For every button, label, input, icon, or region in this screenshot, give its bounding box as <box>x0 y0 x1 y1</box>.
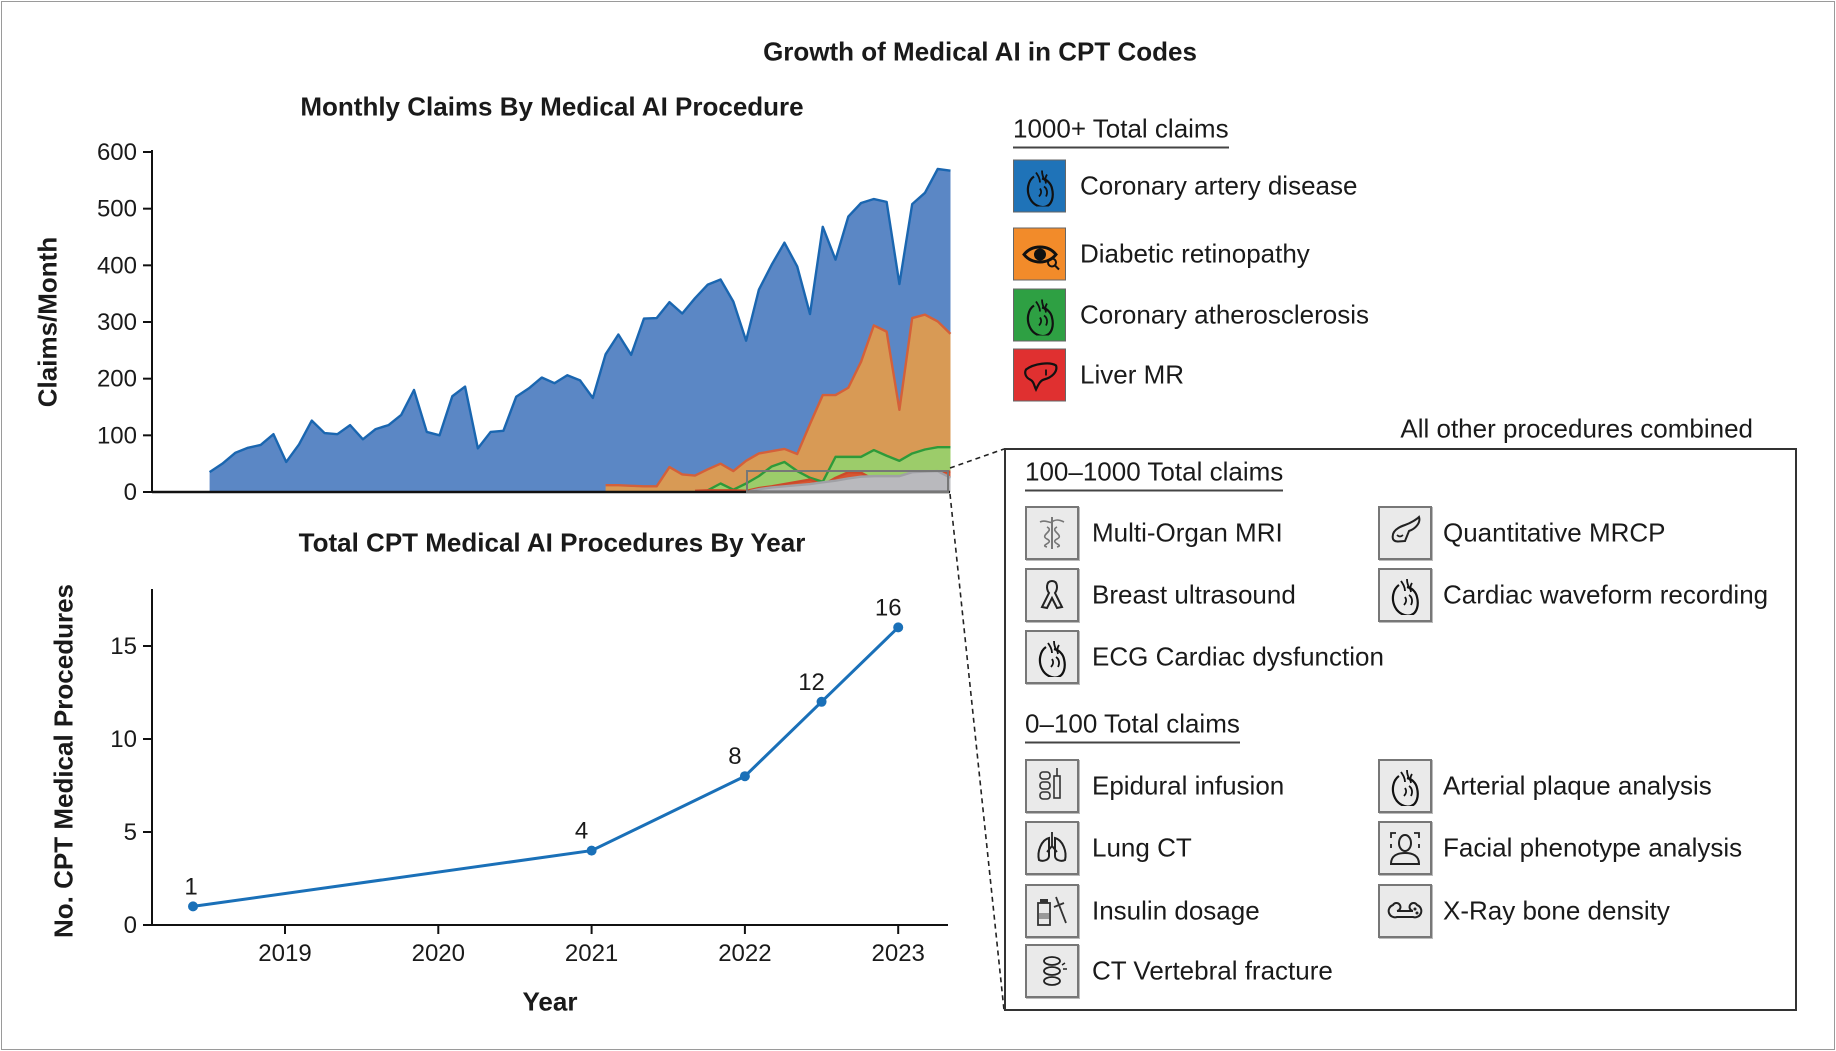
procedure-icon-box <box>1025 759 1079 813</box>
line-point <box>893 622 904 633</box>
procedure-icon-box <box>1025 944 1079 998</box>
area-series-1 <box>605 314 951 492</box>
liver-icon <box>1023 361 1057 392</box>
procedure-icon-box <box>1025 884 1079 938</box>
area-series-line-2 <box>707 446 951 492</box>
face-scan-icon <box>1389 832 1421 865</box>
legend-label: Liver MR <box>1080 359 1185 390</box>
line-point <box>816 696 827 707</box>
zoom-region-box <box>746 470 949 493</box>
line-y-tick-label: 15 <box>110 633 137 660</box>
procedure-icon-box <box>1378 759 1432 813</box>
line-point <box>188 901 199 912</box>
procedure-icon-box <box>1378 884 1432 938</box>
insulin-syringe-icon <box>1037 896 1067 926</box>
spine-syringe-icon <box>1039 768 1061 800</box>
procedure-label: ECG Cardiac dysfunction <box>1092 641 1384 672</box>
line-point-label: 16 <box>875 594 902 621</box>
area-y-tick-label: 500 <box>97 196 137 223</box>
procedure-label: Insulin dosage <box>1092 895 1260 926</box>
procedure-icon-box <box>1025 630 1079 684</box>
figure-title: Growth of Medical AI in CPT Codes <box>763 36 1197 67</box>
legend-label: Coronary artery disease <box>1080 170 1358 201</box>
procedure-icon-box <box>1378 506 1432 560</box>
line-chart-xlabel: Year <box>522 986 578 1017</box>
legend-low-header: 0–100 Total claims <box>1025 709 1240 744</box>
heart-icon <box>1038 640 1066 677</box>
procedure-label: Cardiac waveform recording <box>1443 579 1769 610</box>
area-y-tick-label: 300 <box>97 309 137 336</box>
heart-icon <box>1391 578 1419 615</box>
line-series <box>192 626 900 908</box>
line-point <box>586 845 597 856</box>
procedure-label: Multi-Organ MRI <box>1092 517 1283 548</box>
procedure-icon-box <box>1025 568 1079 622</box>
line-point-label: 4 <box>575 818 588 845</box>
procedure-label: Facial phenotype analysis <box>1443 832 1743 863</box>
legend-swatch <box>1013 159 1066 213</box>
area-series-line-0 <box>208 167 951 474</box>
area-series-0 <box>209 169 951 492</box>
procedure-icon-box <box>1025 506 1079 560</box>
line-point-label: 8 <box>728 743 741 770</box>
area-series-line-1 <box>605 313 952 488</box>
procedure-label: Lung CT <box>1092 832 1192 863</box>
other-procedures-title: All other procedures combined <box>1400 413 1753 444</box>
vertebra-icon <box>1043 956 1067 986</box>
procedure-label: Epidural infusion <box>1092 770 1285 801</box>
legend-label: Diabetic retinopathy <box>1080 238 1310 269</box>
procedure-label: Arterial plaque analysis <box>1443 770 1712 801</box>
line-point <box>739 771 750 782</box>
bone-icon <box>1387 902 1423 919</box>
pancreas-icon <box>1391 515 1421 543</box>
legend-mid-header: 100–1000 Total claims <box>1025 457 1284 492</box>
procedure-icon-box <box>1378 821 1432 875</box>
legend-swatch <box>1013 288 1066 342</box>
procedure-icon-box <box>1378 568 1432 622</box>
legend-swatch <box>1013 227 1066 281</box>
heart-icon <box>1391 769 1419 806</box>
line-point-label: 12 <box>798 669 825 696</box>
line-y-tick-label: 0 <box>124 912 137 939</box>
line-x-tick-label: 2022 <box>718 940 771 967</box>
line-y-tick-label: 5 <box>124 819 137 846</box>
line-y-tick-label: 10 <box>110 726 137 753</box>
other-procedures-box <box>1004 448 1797 1011</box>
procedure-icon-box <box>1025 821 1079 875</box>
line-x-tick-label: 2021 <box>565 940 618 967</box>
procedure-label: Breast ultrasound <box>1092 579 1296 610</box>
heart-icon <box>1026 298 1054 335</box>
line-x-tick-label: 2019 <box>258 940 311 967</box>
legend-swatch <box>1013 348 1066 402</box>
heart-icon <box>1026 169 1054 206</box>
lungs-icon <box>1037 832 1067 862</box>
area-chart: 0 100 200 300 400 500 600 <box>97 139 952 506</box>
caduceus-icon <box>1039 517 1065 549</box>
zoom-connector-top <box>949 448 1005 469</box>
procedure-label: Quantitative MRCP <box>1443 517 1666 548</box>
area-chart-title: Monthly Claims By Medical AI Procedure <box>300 91 804 122</box>
area-y-tick-label: 600 <box>97 139 137 166</box>
line-point-label: 1 <box>184 873 197 900</box>
line-x-tick-label: 2020 <box>412 940 465 967</box>
procedure-label: CT Vertebral fracture <box>1092 955 1333 986</box>
line-chart-title: Total CPT Medical AI Procedures By Year <box>298 527 806 558</box>
line-x-tick-label: 2023 <box>872 940 925 967</box>
legend-label: Coronary atherosclerosis <box>1080 299 1370 330</box>
area-y-tick-label: 0 <box>124 479 137 506</box>
area-y-tick-label: 200 <box>97 366 137 393</box>
area-y-tick-label: 400 <box>97 252 137 279</box>
ribbon-icon <box>1040 579 1064 610</box>
zoom-connector-bottom <box>949 493 1005 1011</box>
legend-major-header: 1000+ Total claims <box>1013 114 1229 149</box>
line-chart: 0 5 10 15 2019 2020 2021 2022 2023 1 4 8 12 16 <box>110 589 948 967</box>
eye-icon <box>1021 245 1060 270</box>
procedure-label: X-Ray bone density <box>1443 895 1670 926</box>
area-y-tick-label: 100 <box>97 422 137 449</box>
